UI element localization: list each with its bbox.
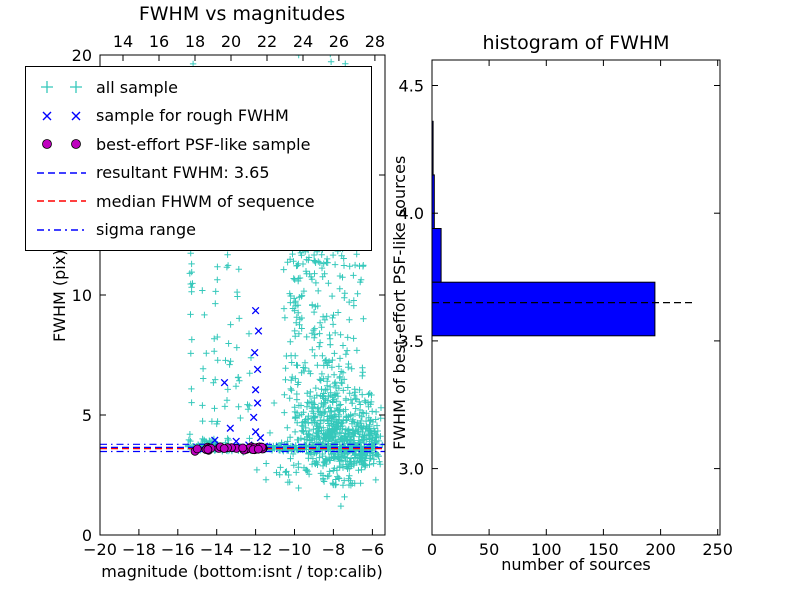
circle-marker-glyph [71, 139, 81, 150]
x-marker-glyph [42, 111, 81, 121]
svg-text:14: 14 [113, 32, 133, 51]
legend-item-sigma-range: sigma range [34, 220, 363, 240]
svg-text:16: 16 [149, 32, 169, 51]
svg-text:26: 26 [329, 32, 349, 51]
legend-item-resultant-fwhm: resultant FWHM: 3.65 [34, 163, 363, 183]
svg-text:3.5: 3.5 [399, 332, 424, 351]
circle-marker-icon [42, 139, 81, 150]
svg-text:100: 100 [531, 540, 562, 559]
legend-item-all-sample: all sample [34, 77, 363, 97]
svg-text:0: 0 [82, 526, 92, 545]
svg-text:4.0: 4.0 [399, 204, 424, 223]
svg-text:−12: −12 [239, 540, 273, 559]
svg-text:0: 0 [427, 540, 437, 559]
svg-text:−8: −8 [322, 540, 346, 559]
scatter-tick-labels: −20 −18 −16 −14 −12 −10 −8 −6 14 16 18 20 22 24 26 28 0 5… [72, 32, 385, 559]
svg-text:−6: −6 [361, 540, 385, 559]
histogram-xlabel: number of sources [501, 555, 651, 574]
scatter-data [100, 55, 385, 510]
svg-text:10: 10 [72, 286, 92, 305]
legend-item-rough-fwhm: sample for rough FWHM [34, 106, 363, 126]
legend-item-psf-sample: best-effort PSF-like sample [34, 134, 363, 154]
svg-text:−16: −16 [161, 540, 195, 559]
svg-text:22: 22 [257, 32, 277, 51]
svg-text:20: 20 [221, 32, 241, 51]
plus-marker-icon [41, 81, 82, 94]
scatter-title: FWHM vs magnitudes [138, 3, 346, 25]
hist-bar [431, 228, 442, 283]
plus-marker-glyph [41, 81, 82, 94]
legend-label: all sample [96, 77, 178, 97]
scatter-axes [99, 54, 386, 536]
x-marker-icon [42, 111, 81, 121]
legend: all sample sample for rough FWHM best-ef… [25, 66, 372, 251]
legend-label: sigma range [96, 220, 196, 240]
hist-bar [431, 281, 656, 337]
histogram-tick-labels: 0 50 100 150 200 250 3.0 3.5 4.0 4.5 [399, 77, 733, 560]
svg-text:250: 250 [702, 540, 733, 559]
legend-label: median FHWM of sequence [96, 191, 315, 211]
svg-text:28: 28 [365, 32, 385, 51]
histogram-ylabel: FWHM of best-effort PSF-like sources [390, 155, 410, 450]
series-psf-sample [190, 442, 268, 456]
circle-marker-glyph [42, 139, 52, 150]
svg-text:4.5: 4.5 [399, 77, 424, 96]
dashdot-line-icon [37, 228, 86, 231]
histogram-data [431, 120, 695, 337]
scatter-xlabel: magnitude (bottom:isnt / top:calib) [101, 562, 383, 581]
svg-text:3.0: 3.0 [399, 460, 424, 479]
svg-text:−10: −10 [278, 540, 312, 559]
histogram-axes [431, 59, 721, 536]
svg-text:−14: −14 [200, 540, 234, 559]
legend-item-median-fwhm: median FHWM of sequence [34, 191, 363, 211]
svg-text:20: 20 [72, 46, 92, 65]
svg-text:150: 150 [588, 540, 619, 559]
dashed-line-icon [37, 171, 86, 174]
dashed-line-icon [37, 200, 86, 202]
svg-text:200: 200 [645, 540, 676, 559]
legend-label: resultant FWHM: 3.65 [96, 163, 270, 183]
legend-label: sample for rough FWHM [96, 106, 289, 126]
svg-text:−20: −20 [83, 540, 117, 559]
svg-text:50: 50 [479, 540, 499, 559]
histogram-title: histogram of FWHM [482, 32, 670, 54]
svg-text:18: 18 [185, 32, 205, 51]
svg-text:24: 24 [293, 32, 313, 51]
svg-text:5: 5 [82, 406, 92, 425]
legend-label: best-effort PSF-like sample [96, 134, 311, 154]
svg-text:−18: −18 [122, 540, 156, 559]
series-rough-fwhm [211, 228, 269, 450]
